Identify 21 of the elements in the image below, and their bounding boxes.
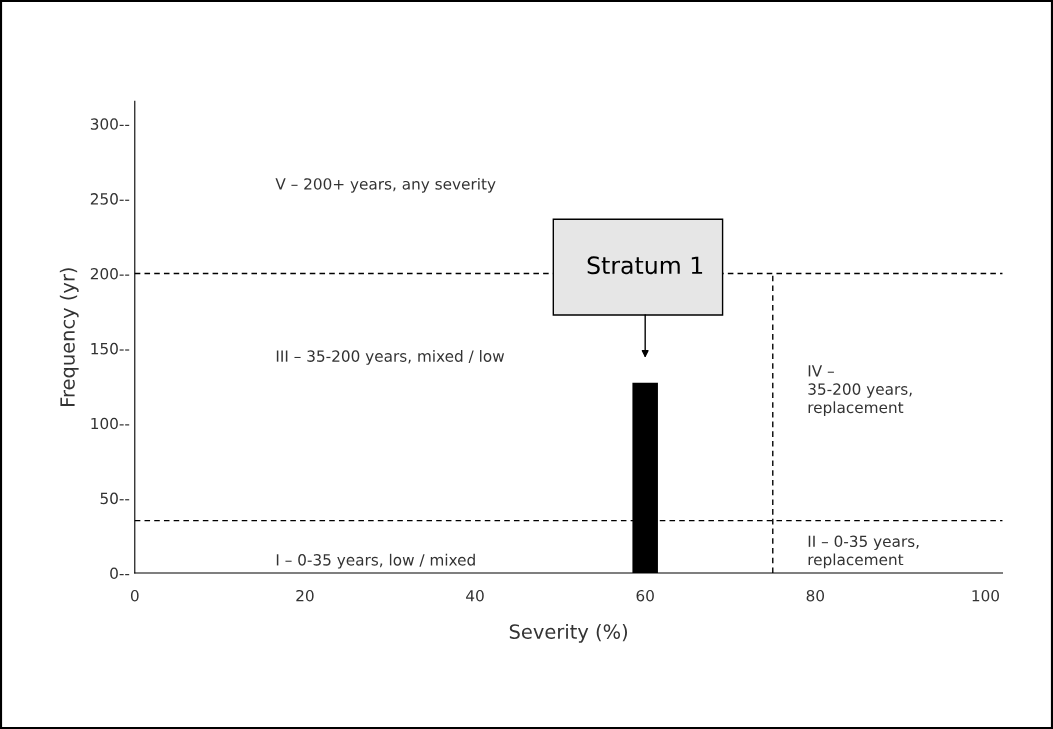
x-tick-label: 20 [296, 589, 314, 602]
annotation: Stratum 1 [587, 256, 703, 275]
y-tick-label: 50-- [100, 492, 130, 505]
annotation: V – 200+ years, any severity [275, 177, 496, 193]
y-tick-label: 0-- [110, 567, 130, 580]
annotation: IV – 35-200 years, replacement [808, 365, 912, 417]
x-tick-label: 80 [806, 589, 825, 602]
y-axis-title: Frequency (yr) [59, 268, 79, 406]
x-tick-label: 60 [636, 589, 654, 602]
annotation: I – 0-35 years, low / mixed [276, 553, 475, 569]
x-tick-label: 100 [972, 589, 1000, 602]
y-tick-label: 300-- [90, 118, 130, 130]
annotation: II – 0-35 years, replacement [808, 535, 919, 569]
annotation: III – 35-200 years, mixed / low [276, 350, 505, 365]
y-tick-label: 200-- [90, 267, 130, 280]
x-tick-label: 0 [130, 589, 139, 602]
x-axis-title: Severity (%) [509, 623, 628, 643]
y-tick-label: 150-- [91, 342, 130, 355]
y-tick-label: 250-- [90, 193, 130, 205]
x-tick-label: 40 [466, 589, 484, 602]
y-tick-label: 100-- [91, 417, 130, 430]
